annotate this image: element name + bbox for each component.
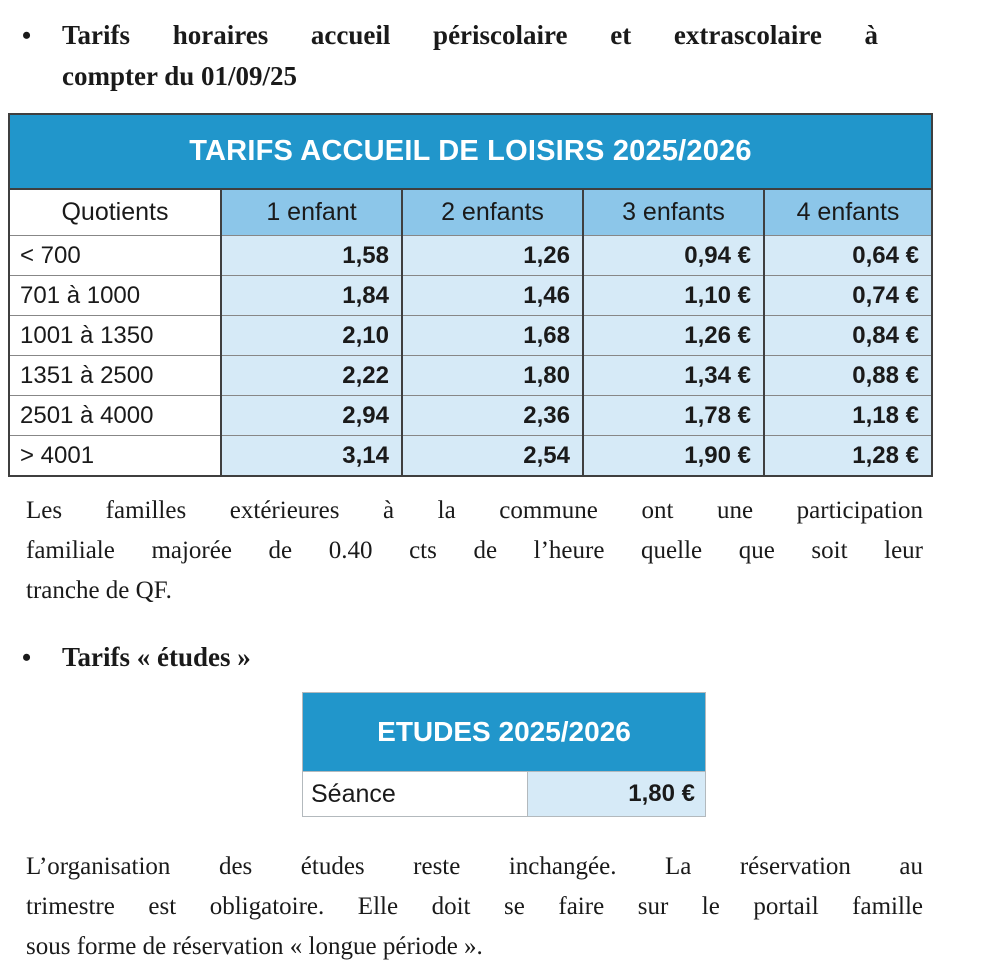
tariff-value: 0,64 € [763, 235, 932, 276]
tariff-value: 1,26 [401, 235, 583, 276]
table-row: 2501 à 4000 2,94 2,36 1,78 € 1,18 € [8, 395, 932, 436]
row-label: 2501 à 4000 [8, 395, 221, 436]
tariff-value: 1,78 € [582, 395, 764, 436]
tariff-value: 2,36 [401, 395, 583, 436]
tariff-value: 1,10 € [582, 275, 764, 316]
table-title-row: ETUDES 2025/2026 [302, 692, 706, 772]
column-header-1-enfant: 1 enfant [220, 188, 402, 236]
tariff-value: 1,18 € [763, 395, 932, 436]
table-header-row: Quotients 1 enfant 2 enfants 3 enfants 4… [8, 188, 932, 236]
table-row: 1351 à 2500 2,22 1,80 1,34 € 0,88 € [8, 355, 932, 396]
row-label: 1351 à 2500 [8, 355, 221, 396]
table-row: 1001 à 1350 2,10 1,68 1,26 € 0,84 € [8, 315, 932, 356]
table-row: < 700 1,58 1,26 0,94 € 0,64 € [8, 235, 932, 276]
heading-text: Tarifs horaires accueil périscolaire et … [62, 15, 878, 97]
tariff-value: 1,26 € [582, 315, 764, 356]
heading-line-1: Tarifs horaires accueil périscolaire et … [62, 20, 878, 50]
tarifs-accueil-table: TARIFS ACCUEIL DE LOISIRS 2025/2026 Quot… [8, 113, 933, 477]
etudes-table: ETUDES 2025/2026 Séance 1,80 € [302, 692, 706, 817]
heading-line-2: compter du 01/09/25 [62, 61, 297, 91]
column-header-3-enfants: 3 enfants [582, 188, 764, 236]
tariff-value: 2,22 [220, 355, 402, 396]
row-label: > 4001 [8, 435, 221, 476]
paragraph-line: L’organisation des études reste inchangé… [26, 853, 923, 880]
tariff-value: 1,28 € [763, 435, 932, 476]
tariff-value: 3,14 [220, 435, 402, 476]
note-organisation-etudes: L’organisation des études reste inchangé… [0, 847, 923, 967]
tariff-value: 1,90 € [582, 435, 764, 476]
tariff-value: 1,34 € [582, 355, 764, 396]
bullet-icon: • [22, 21, 32, 50]
tariff-value: 1,80 [401, 355, 583, 396]
table-row: 701 à 1000 1,84 1,46 1,10 € 0,74 € [8, 275, 932, 316]
tariff-value: 1,84 [220, 275, 402, 316]
paragraph-line: sous forme de réservation « longue pério… [26, 933, 483, 960]
paragraph-line: tranche de QF. [26, 577, 172, 604]
table-title-row: TARIFS ACCUEIL DE LOISIRS 2025/2026 [8, 113, 932, 190]
table-title: TARIFS ACCUEIL DE LOISIRS 2025/2026 [8, 113, 932, 190]
heading-tarifs-periscolaire: • Tarifs horaires accueil périscolaire e… [0, 0, 1000, 97]
tariff-value: 0,94 € [582, 235, 764, 276]
tariff-value: 0,84 € [763, 315, 932, 356]
column-header-quotients: Quotients [8, 188, 221, 236]
tariff-value: 2,10 [220, 315, 402, 356]
table-row: Séance 1,80 € [302, 771, 706, 817]
note-familles-exterieures: Les familles extérieures à la commune on… [0, 491, 923, 611]
row-label: Séance [302, 771, 528, 817]
paragraph-line: trimestre est obligatoire. Elle doit se … [26, 893, 923, 920]
tariff-value: 1,46 [401, 275, 583, 316]
column-header-2-enfants: 2 enfants [401, 188, 583, 236]
heading-tarifs-etudes: • Tarifs « études » [0, 637, 1000, 678]
row-label: 1001 à 1350 [8, 315, 221, 356]
heading-text: Tarifs « études » [62, 642, 251, 672]
tariff-value: 1,80 € [527, 771, 706, 817]
tariff-value: 0,88 € [763, 355, 932, 396]
paragraph-line: familiale majorée de 0.40 cts de l’heure… [26, 537, 923, 564]
tariff-value: 2,94 [220, 395, 402, 436]
table-row: > 4001 3,14 2,54 1,90 € 1,28 € [8, 435, 932, 476]
tariff-value: 2,54 [401, 435, 583, 476]
etudes-table-title: ETUDES 2025/2026 [302, 692, 706, 772]
row-label: 701 à 1000 [8, 275, 221, 316]
tariff-value: 1,68 [401, 315, 583, 356]
tariff-value: 0,74 € [763, 275, 932, 316]
column-header-4-enfants: 4 enfants [763, 188, 932, 236]
bullet-icon: • [22, 643, 32, 672]
row-label: < 700 [8, 235, 221, 276]
paragraph-line: Les familles extérieures à la commune on… [26, 497, 923, 524]
tariff-value: 1,58 [220, 235, 402, 276]
